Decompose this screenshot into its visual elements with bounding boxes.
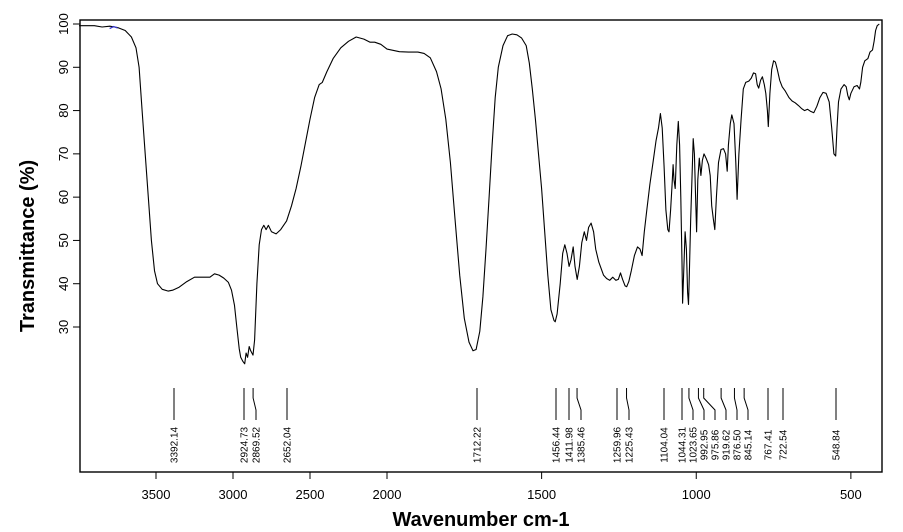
- peak-label: 1259.96: [613, 426, 624, 463]
- x-tick-label: 500: [840, 487, 862, 502]
- peak-marker-line: [703, 388, 716, 420]
- x-tick-label: 1500: [527, 487, 556, 502]
- y-tick-label: 40: [56, 276, 71, 290]
- peak-label: 1225.43: [625, 426, 636, 463]
- y-tick-label: 100: [56, 13, 71, 35]
- peak-label: 2652.04: [283, 426, 294, 463]
- peak-label: 3392.14: [170, 426, 181, 463]
- x-tick-label: 2000: [373, 487, 402, 502]
- y-tick-label: 30: [56, 320, 71, 334]
- peak-label: 1411.98: [565, 427, 576, 463]
- peak-marker-line: [576, 388, 582, 420]
- x-tick-label: 3500: [142, 487, 171, 502]
- peak-markers: 3392.14 2924.73 2869.52 2652.04 1712.22 1456.…: [170, 388, 843, 463]
- peak-label: 975.86: [711, 429, 722, 460]
- peak-label: 2924.73: [240, 426, 251, 463]
- spectrum-line: [79, 23, 880, 365]
- y-tick-label: 60: [56, 190, 71, 204]
- peak-label: 767.41: [764, 429, 775, 460]
- peak-label: 2869.52: [252, 426, 263, 463]
- peak-marker-line: [252, 388, 257, 420]
- y-tick-label: 90: [56, 60, 71, 74]
- start-marker-blue: [109, 25, 118, 30]
- peak-label: 722.54: [779, 429, 790, 460]
- peak-marker-line: [720, 388, 727, 420]
- y-axis: 30 40 50 60 70 80 90 100: [56, 13, 80, 334]
- peak-label: 1104.04: [660, 427, 671, 463]
- peak-marker-line: [626, 388, 630, 420]
- y-tick-label: 80: [56, 103, 71, 117]
- peak-label: 548.84: [832, 429, 843, 460]
- peak-label: 876.50: [733, 429, 744, 460]
- peak-label: 1044.31: [678, 426, 689, 463]
- peak-label: 1023.65: [689, 426, 700, 463]
- peak-marker-line: [697, 388, 705, 420]
- x-tick-label: 2500: [296, 487, 325, 502]
- x-tick-label: 3000: [219, 487, 248, 502]
- peak-label: 919.62: [722, 429, 733, 460]
- y-tick-label: 50: [56, 233, 71, 247]
- y-tick-label: 70: [56, 147, 71, 161]
- peak-marker-line: [743, 388, 749, 420]
- peak-label: 1456.44: [552, 426, 563, 463]
- peak-label: 845.14: [744, 429, 755, 460]
- plot-frame: [79, 19, 883, 473]
- peak-marker-line: [688, 388, 694, 420]
- peak-label: 992.95: [700, 429, 711, 460]
- y-axis-title: Transmittance (%): [17, 160, 39, 332]
- x-axis: 3500 3000 2500 2000 1500 1000 500: [142, 472, 862, 502]
- x-axis-title: Wavenumber cm-1: [392, 509, 569, 531]
- peak-label: 1385.46: [577, 426, 588, 463]
- peak-marker-line: [733, 388, 738, 420]
- x-tick-label: 1000: [682, 487, 711, 502]
- peak-label: 1712.22: [473, 426, 484, 463]
